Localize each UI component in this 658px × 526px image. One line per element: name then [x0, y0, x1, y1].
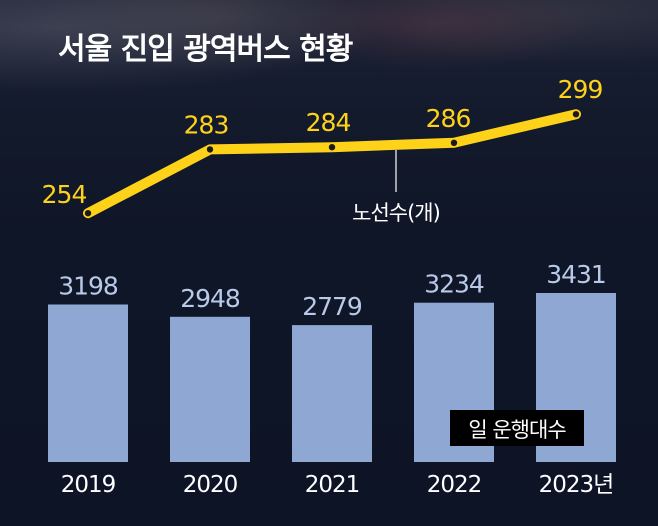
- bar-value-label: 3431: [546, 260, 606, 289]
- bar-value-label: 2948: [180, 284, 240, 313]
- line-point: [84, 210, 92, 217]
- bar-series-tag: 일 운행대수: [450, 410, 584, 446]
- line-value-label: 284: [306, 108, 351, 137]
- x-tick-label: 2020: [183, 472, 238, 498]
- line-point: [450, 139, 458, 146]
- line-point: [328, 144, 336, 151]
- line-value-label: 283: [184, 110, 229, 139]
- chart-title: 서울 진입 광역버스 현황: [58, 32, 353, 67]
- bar-value-label: 3234: [424, 270, 484, 299]
- x-tick-label: 2023년: [539, 472, 614, 498]
- x-tick-label: 2022: [427, 472, 482, 498]
- bar-2019: [48, 304, 128, 462]
- line-point: [206, 146, 214, 153]
- labels-layer: 3198 2948 2779 3234 3431 2019 2020 2021 2022 2023…: [42, 75, 615, 498]
- bar-value-label: 2779: [302, 292, 362, 321]
- line-series-label: 노선수(개): [352, 201, 440, 225]
- bars-layer: [48, 293, 616, 462]
- line-value-label: 254: [42, 180, 87, 209]
- line-layer: [83, 109, 581, 219]
- line-value-label: 299: [558, 75, 603, 104]
- x-tick-label: 2019: [61, 472, 116, 498]
- bar-series-label: 일 운행대수: [468, 418, 566, 442]
- bar-value-label: 3198: [58, 271, 118, 300]
- line-value-label: 286: [426, 104, 471, 133]
- bar-2021: [292, 325, 372, 462]
- line-point: [572, 111, 580, 118]
- bar-series-tag-bg: [450, 410, 584, 446]
- bar-2020: [170, 316, 250, 462]
- x-tick-label: 2021: [305, 472, 360, 498]
